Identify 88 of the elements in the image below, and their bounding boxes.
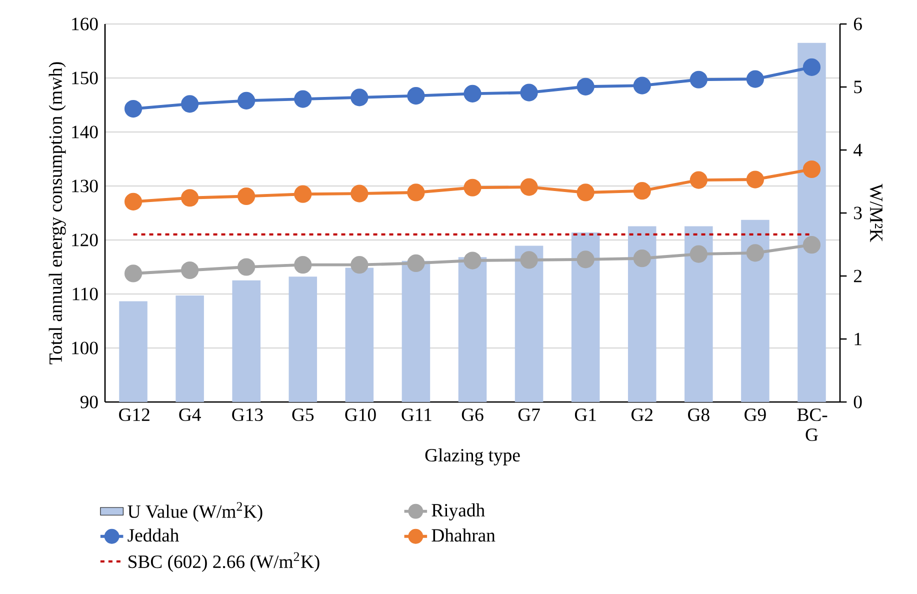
x-tick-label: G11 <box>402 408 432 422</box>
bar <box>798 42 826 402</box>
y-tick-label: 120 <box>72 234 98 246</box>
legend-label: Jeddah <box>128 528 179 542</box>
point <box>124 264 142 282</box>
bar <box>176 296 204 402</box>
legend-label: Riyadh <box>432 503 485 520</box>
point <box>633 182 651 200</box>
point <box>350 88 368 106</box>
x-tick-label: G1 <box>574 408 596 422</box>
point <box>464 84 482 102</box>
point <box>802 236 821 254</box>
point <box>407 254 425 272</box>
point <box>576 78 594 96</box>
point <box>294 90 312 108</box>
point <box>576 184 594 202</box>
y-tick-label: 110 <box>72 288 98 300</box>
point <box>238 92 256 110</box>
bar <box>571 232 600 402</box>
x-tick-label: G12 <box>119 408 150 422</box>
y-tick-label: 140 <box>72 126 98 138</box>
point <box>746 70 764 88</box>
point <box>407 184 425 202</box>
point <box>690 171 708 189</box>
point <box>350 256 368 274</box>
bar <box>288 276 318 402</box>
point <box>294 185 312 203</box>
point <box>633 250 651 268</box>
bar <box>119 301 148 402</box>
point <box>294 256 312 274</box>
bar <box>232 280 260 402</box>
point <box>520 251 538 269</box>
point <box>350 184 368 202</box>
y2-axis-title: W/M²K <box>870 184 882 242</box>
y2-tick-label: 1 <box>854 332 862 346</box>
bar <box>458 257 487 402</box>
point <box>690 70 708 88</box>
point <box>802 58 821 76</box>
x-tick-label: G8 <box>688 408 710 422</box>
x-tick-label: G5 <box>292 408 314 422</box>
point <box>124 100 142 118</box>
y-tick-label: 130 <box>72 180 98 192</box>
y-tick-label: 150 <box>72 72 98 84</box>
point <box>238 258 256 276</box>
point <box>690 245 708 263</box>
y2-tick-label: 4 <box>854 144 862 156</box>
point <box>181 189 199 207</box>
point <box>181 261 199 280</box>
bar <box>514 246 544 402</box>
y2-tick-label: 6 <box>854 18 862 30</box>
legend-label: Dhahran <box>432 528 496 542</box>
point <box>746 244 764 262</box>
x-tick-label: G2 <box>631 408 652 422</box>
point <box>633 76 651 94</box>
point <box>746 170 764 188</box>
y2-tick-label: 3 <box>854 206 862 220</box>
y2-tick-label: 2 <box>854 270 862 282</box>
legend-label: SBC (602) 2.66 (W/m$^{2}$K) <box>128 552 320 572</box>
x-tick-label: G10 <box>345 408 376 422</box>
x-tick-label: G6 <box>462 408 484 422</box>
x-tick-label: G13 <box>232 408 263 422</box>
x-axis-title: Glazing type <box>425 448 520 466</box>
y2-tick-label: 5 <box>854 80 862 94</box>
point <box>464 178 482 196</box>
x-tick-label: BC-G <box>797 408 828 442</box>
point <box>520 178 538 196</box>
point <box>407 87 425 105</box>
bar <box>741 220 770 402</box>
bar <box>684 226 713 402</box>
y2-tick-label: 0 <box>854 396 862 408</box>
point <box>238 187 256 206</box>
point <box>464 252 482 270</box>
y-tick-label: 100 <box>72 342 98 354</box>
x-tick-label: G4 <box>179 408 201 422</box>
point <box>576 250 594 268</box>
bar <box>345 268 374 402</box>
bar <box>402 260 430 402</box>
y-tick-label: 90 <box>80 396 98 408</box>
x-tick-label: G7 <box>518 408 540 422</box>
point <box>124 192 142 210</box>
bar <box>628 226 656 402</box>
point <box>181 95 199 113</box>
y-axis-title: Total annual energy consumption (mwh) <box>48 62 66 364</box>
point <box>802 160 821 178</box>
legend-label: U Value (W/m$^{2}$K) <box>128 502 262 522</box>
y-tick-label: 160 <box>72 18 98 30</box>
x-tick-label: G9 <box>744 408 766 422</box>
point <box>520 84 538 102</box>
